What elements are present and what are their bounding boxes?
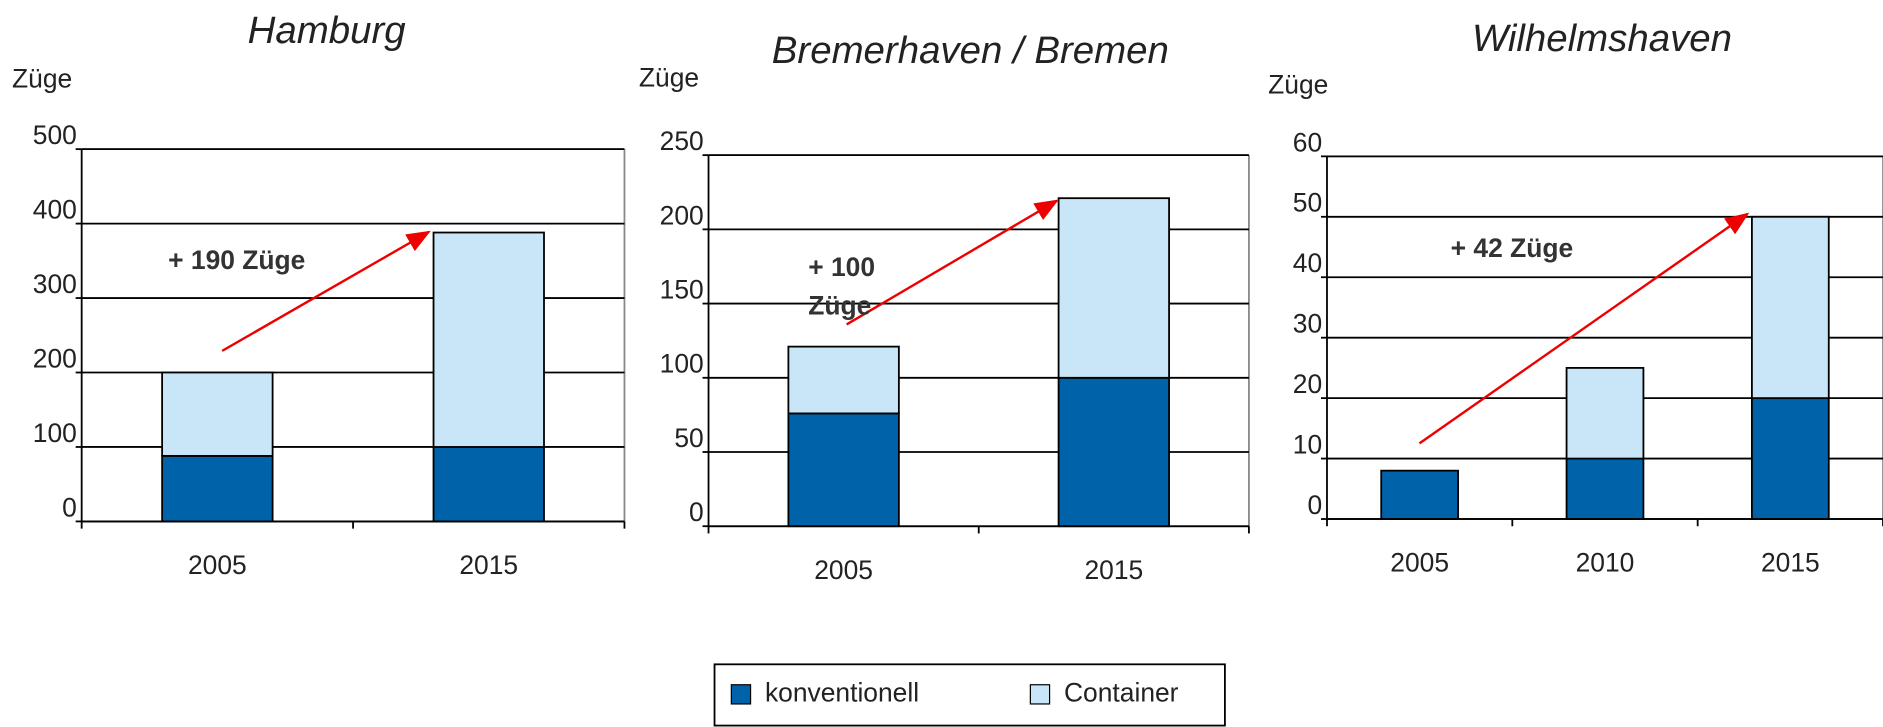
x-tick-label: 2005 <box>1390 548 1449 578</box>
annotation: + 42 Züge <box>1451 233 1574 263</box>
y-tick-label: 0 <box>62 492 77 522</box>
y-tick-label: 30 <box>1293 309 1322 339</box>
y-tick-label: 100 <box>660 349 704 379</box>
trend-arrow <box>846 199 1059 326</box>
annotation: + 100 Züge <box>808 252 875 320</box>
bar-segment <box>161 371 274 457</box>
x-tick-label: 2005 <box>188 550 247 580</box>
bar-segment <box>1565 367 1645 460</box>
legend-label: Container <box>1064 677 1179 707</box>
y-tick-label: 200 <box>33 343 77 373</box>
y-axis-label: Züge <box>12 64 72 94</box>
chart-title: Wilhelmshaven <box>1472 17 1732 60</box>
y-axis-label: Züge <box>1268 70 1328 100</box>
trend-arrow <box>221 230 431 352</box>
x-tick-label: 2015 <box>1761 548 1820 578</box>
y-tick-label: 300 <box>33 269 77 299</box>
legend-label: konventionell <box>765 677 919 707</box>
y-tick-label: 40 <box>1293 248 1322 278</box>
bar-segment <box>787 412 900 528</box>
legend: konventionell Container <box>713 663 1226 727</box>
legend-box <box>713 663 1226 727</box>
y-tick-label: 150 <box>660 275 704 305</box>
bar-segment <box>432 231 545 448</box>
annotation: + 190 Züge <box>168 245 305 275</box>
y-tick-label: 400 <box>33 195 77 225</box>
bar-segment <box>1380 469 1459 520</box>
chart-title: Hamburg <box>248 9 407 52</box>
y-tick-label: 200 <box>660 200 704 230</box>
bar-segment <box>787 345 900 415</box>
annotation-line: + 100 <box>808 252 875 282</box>
x-tick-label: 2010 <box>1576 548 1635 578</box>
y-tick-label: 50 <box>674 423 703 453</box>
bar-segment <box>1751 215 1830 400</box>
y-tick-label: 60 <box>1293 127 1322 157</box>
legend-swatch <box>730 684 752 705</box>
bar-segment <box>432 446 545 523</box>
legend-swatch <box>1029 684 1051 705</box>
bar-segment <box>161 454 274 523</box>
bar-segment <box>1751 397 1830 520</box>
chart-title: Bremerhaven / Bremen <box>772 29 1169 72</box>
y-tick-label: 50 <box>1293 188 1322 218</box>
bar-segment <box>1057 376 1170 528</box>
y-tick-label: 0 <box>689 497 704 527</box>
x-tick-label: 2015 <box>459 550 518 580</box>
y-tick-label: 20 <box>1293 369 1322 399</box>
y-axis-label: Züge <box>639 62 699 92</box>
y-tick-label: 500 <box>33 120 77 150</box>
x-tick-label: 2005 <box>814 555 873 585</box>
y-tick-label: 10 <box>1293 430 1322 460</box>
bar-segment <box>1057 197 1170 379</box>
y-tick-label: 250 <box>660 126 704 156</box>
trend-arrow <box>1418 212 1750 445</box>
y-tick-label: 0 <box>1307 490 1322 520</box>
annotation-line: Züge <box>808 291 871 321</box>
y-tick-label: 100 <box>33 418 77 448</box>
x-tick-label: 2015 <box>1084 555 1143 585</box>
bar-segment <box>1565 457 1645 520</box>
